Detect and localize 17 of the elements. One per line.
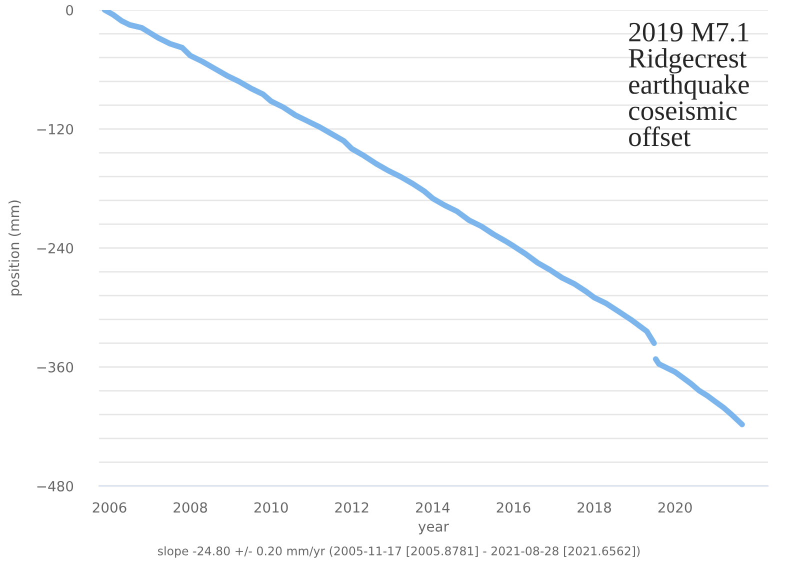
x-tick-label: 2008 (174, 502, 208, 513)
y-tick-label: −240 (37, 242, 74, 254)
x-tick-label: 2014 (416, 502, 450, 513)
x-tick-label: 2006 (92, 502, 126, 513)
text: slope -24.80 +/- 0.20 mm/yr (2005-11-17 [2005.8781] - 2021-08-28 [2021.6562]) (158, 546, 640, 558)
y-tick-label: −120 (37, 124, 74, 134)
x-tick-label: 2010 (254, 502, 288, 513)
x-tick-label: 2018 (578, 502, 612, 513)
x-tick-label: 2012 (335, 502, 368, 513)
y-tick-label: 0 (66, 4, 74, 16)
x-tick-label: 2016 (496, 502, 530, 513)
y-axis-title: position (mm) (8, 200, 22, 296)
x-tick-label: 2020 (658, 502, 692, 513)
x-axis-title: year (418, 524, 449, 534)
y-tick-label: −480 (37, 480, 74, 492)
y-tick-label: −360 (37, 362, 74, 372)
annotation: 2019 M7.1 Ridgecrest earthquake coseismic offset (628, 22, 749, 146)
